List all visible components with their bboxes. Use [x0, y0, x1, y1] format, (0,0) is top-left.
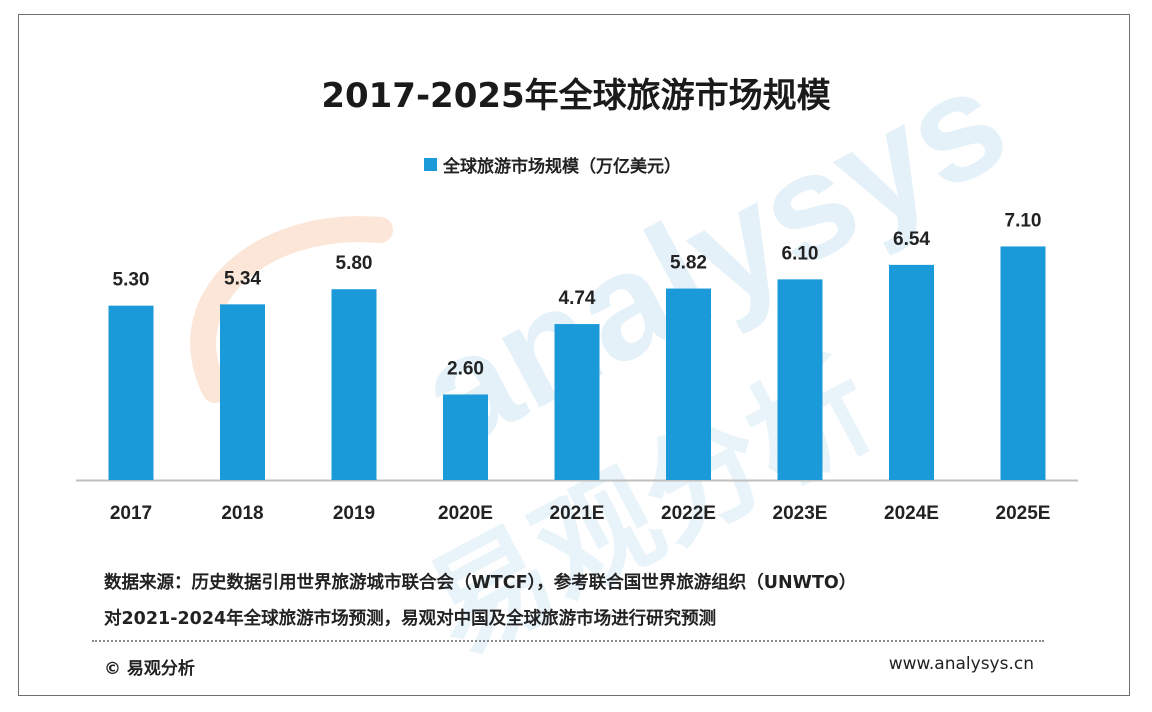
data-label-2017: 5.30	[113, 270, 150, 291]
data-label-2022E: 5.82	[670, 253, 707, 274]
data-label-2023E: 6.10	[782, 243, 819, 264]
source-line-2: 对2021-2024年全球旅游市场预测，易观对中国及全球旅游市场进行研究预测	[104, 609, 717, 629]
bar-2023E	[777, 279, 823, 480]
x-tick-label-2020E: 2020E	[438, 503, 493, 524]
data-label-2019: 5.80	[336, 253, 373, 274]
data-label-2020E: 2.60	[447, 358, 484, 379]
footer-brand: © 易观分析	[104, 659, 195, 679]
x-tick-label-2018: 2018	[221, 503, 263, 524]
x-tick-label-2019: 2019	[333, 503, 375, 524]
legend-label: 全球旅游市场规模（万亿美元）	[443, 157, 681, 177]
footer-divider	[92, 640, 1044, 642]
x-tick-label-2017: 2017	[110, 503, 152, 524]
chart-title: 2017-2025年全球旅游市场规模	[321, 76, 831, 116]
bar-2024E	[889, 264, 934, 480]
legend-swatch	[424, 158, 437, 171]
bar-2020E	[443, 394, 488, 480]
x-tick-label-2022E: 2022E	[661, 503, 716, 524]
data-label-2025E: 7.10	[1005, 210, 1042, 231]
source-line-1: 数据来源：历史数据引用世界旅游城市联合会（WTCF），参考联合国世界旅游组织（U…	[104, 573, 857, 593]
data-label-2018: 5.34	[224, 268, 261, 289]
x-tick-label-2023E: 2023E	[773, 503, 828, 524]
footer-url: www.analysys.cn	[888, 654, 1034, 674]
bar-2022E	[666, 288, 711, 480]
x-tick-label-2024E: 2024E	[884, 503, 939, 524]
x-tick-label-2021E: 2021E	[550, 503, 605, 524]
x-tick-label-2025E: 2025E	[996, 503, 1051, 524]
bar-2018	[220, 304, 265, 480]
bar-2017	[108, 305, 154, 480]
legend: 全球旅游市场规模（万亿美元）	[424, 152, 681, 177]
data-label-2021E: 4.74	[559, 288, 596, 309]
data-label-2024E: 6.54	[893, 229, 930, 250]
bar-2019	[331, 289, 377, 480]
bar-2025E	[1000, 246, 1046, 480]
source-note: 数据来源：历史数据引用世界旅游城市联合会（WTCF），参考联合国世界旅游组织（U…	[104, 565, 1064, 637]
bar-2021E	[554, 324, 600, 480]
